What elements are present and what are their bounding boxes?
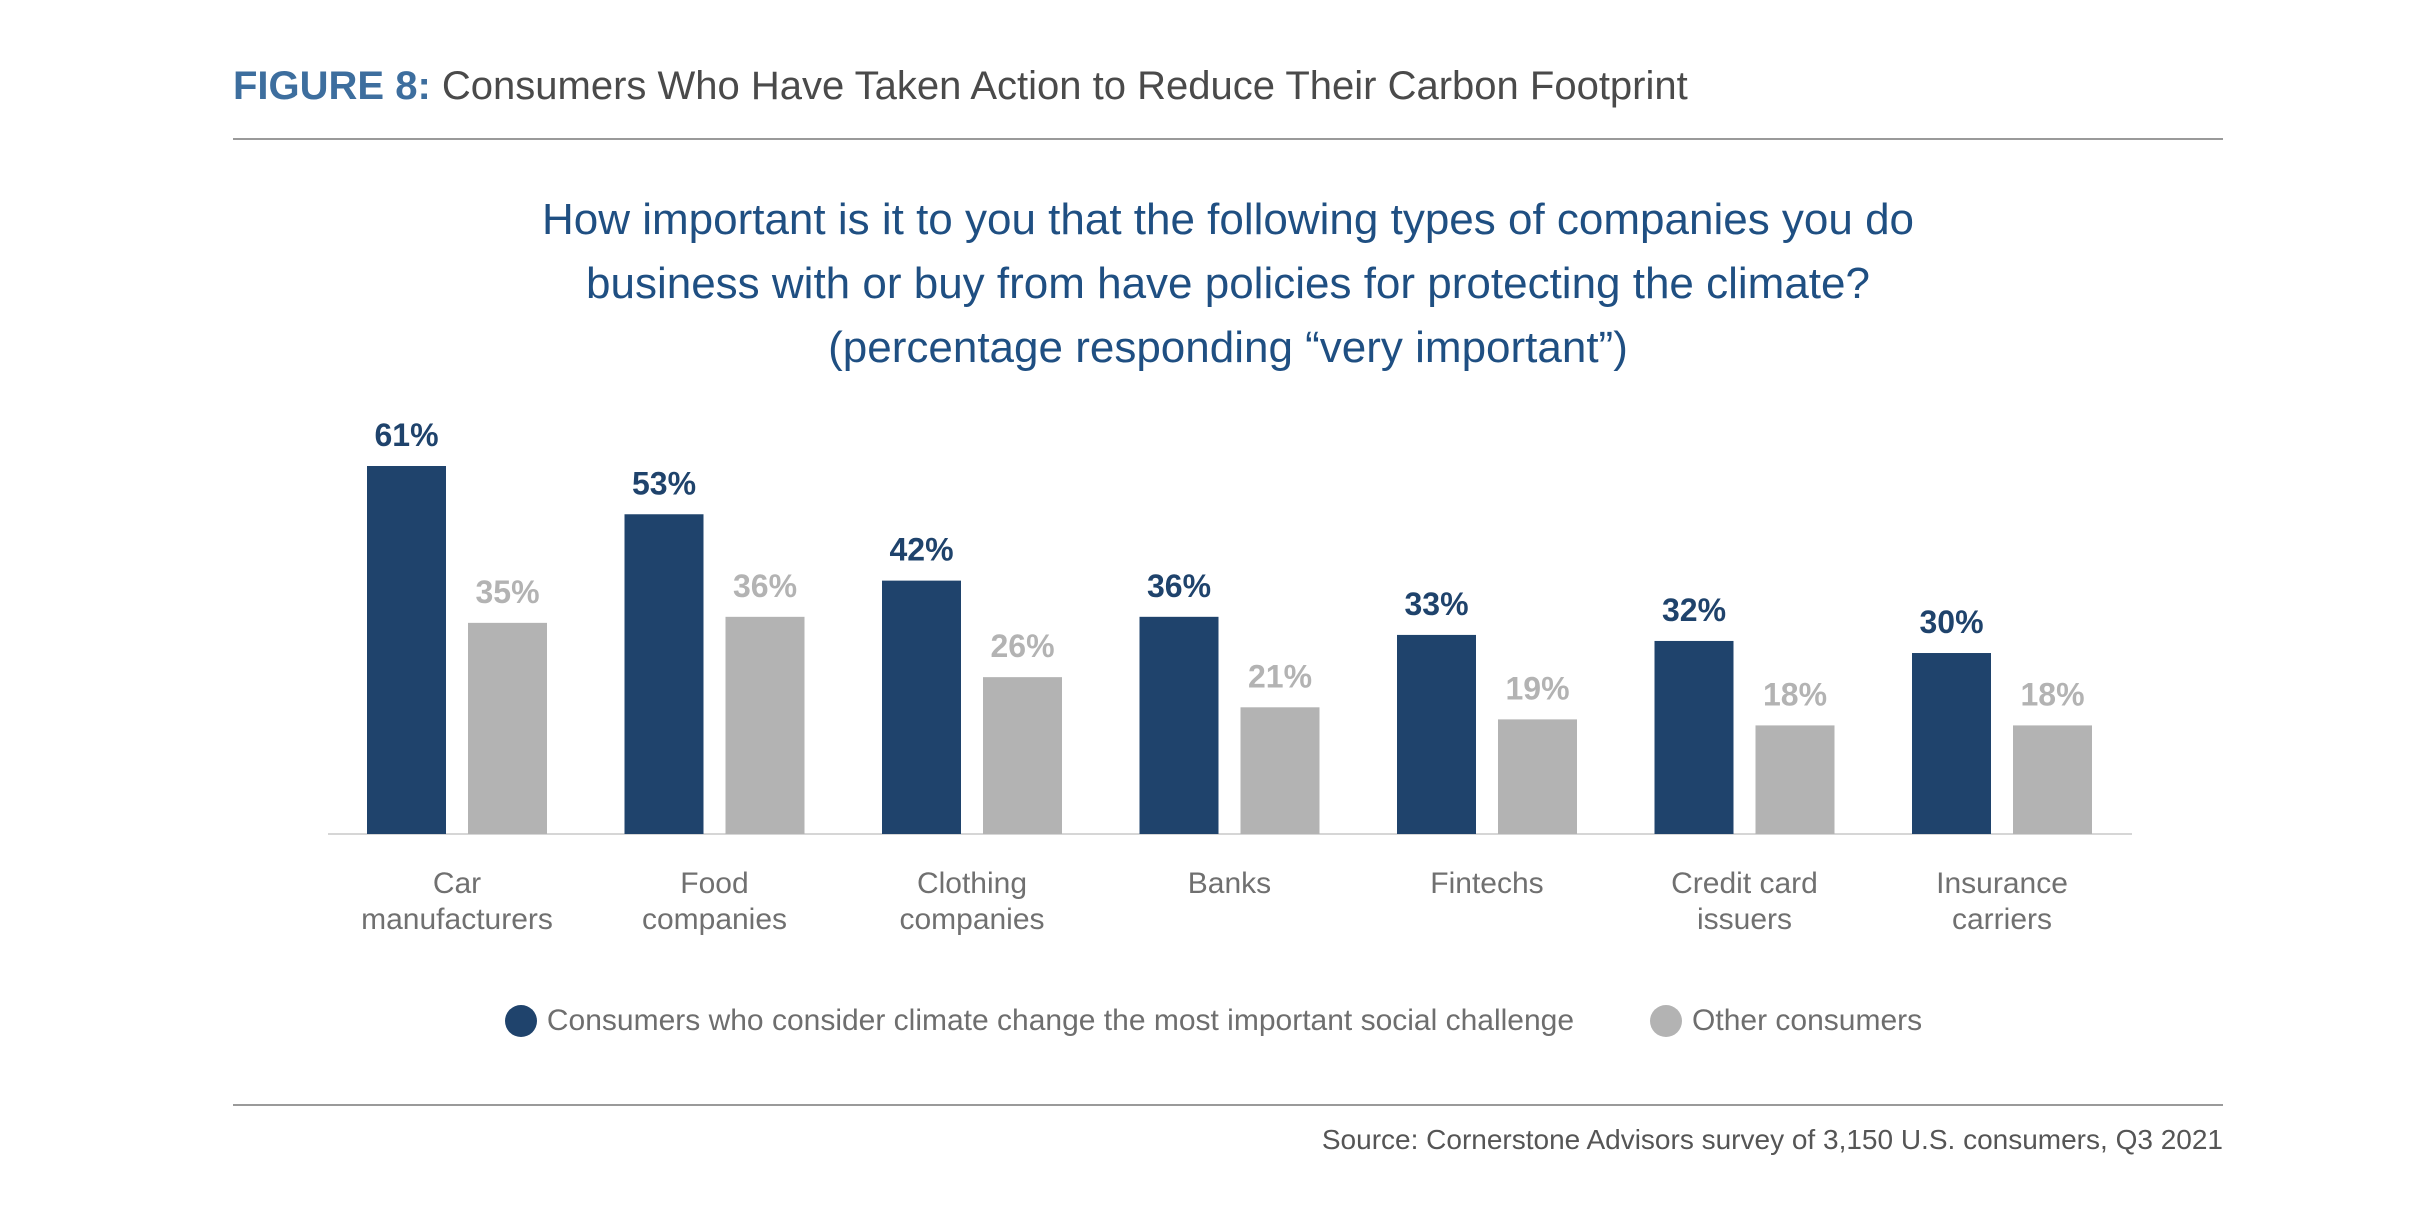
- category-label-3-line-2: companies: [899, 903, 1044, 936]
- data-label-series-1-cat-4: 36%: [1147, 568, 1211, 604]
- bar-series-2-cat-1: [468, 622, 547, 834]
- category-label-1-line-2: manufacturers: [361, 903, 553, 936]
- chart-legend: Consumers who consider climate change th…: [0, 1004, 2427, 1038]
- bar-series-2-cat-2: [725, 616, 805, 834]
- source-note: Source: Cornerstone Advisors survey of 3…: [1321, 1124, 2223, 1155]
- bar-series-1-cat-2: [624, 514, 704, 834]
- header-divider: [233, 138, 2223, 140]
- data-label-series-2-cat-7: 18%: [2020, 676, 2084, 712]
- legend-label-series-2: Other consumers: [1692, 1004, 1923, 1037]
- category-label-6-line-2: issuers: [1697, 903, 1792, 936]
- category-label-7-line-1: Insurance: [1936, 867, 2068, 900]
- category-label-1-line-1: Car: [433, 867, 481, 900]
- question-line-2: business with or buy from have policies …: [586, 259, 1870, 308]
- legend-swatch-series-2: [1650, 1005, 1683, 1037]
- bar-series-1-cat-4: [1139, 616, 1219, 834]
- data-label-series-2-cat-3: 26%: [990, 628, 1054, 664]
- bar-series-2-cat-4: [1240, 707, 1320, 834]
- data-label-series-2-cat-1: 35%: [475, 574, 539, 610]
- data-label-series-1-cat-7: 30%: [1919, 604, 1983, 640]
- chart-question: How important is it to you that the foll…: [233, 188, 2223, 380]
- category-label-5-line-1: Fintechs: [1430, 867, 1543, 900]
- category-label-4-line-1: Banks: [1188, 867, 1271, 900]
- category-label-2-line-2: companies: [642, 903, 787, 936]
- bar-series-2-cat-3: [983, 677, 1062, 834]
- footer-divider: [233, 1104, 2223, 1106]
- question-line-3: (percentage responding “very important”): [828, 323, 1628, 372]
- figure-header: FIGURE 8: Consumers Who Have Taken Actio…: [233, 64, 1688, 109]
- legend-swatch-series-1: [504, 1005, 537, 1037]
- question-line-1: How important is it to you that the foll…: [541, 195, 1915, 244]
- bar-series-1-cat-5: [1397, 634, 1476, 834]
- category-label-3-line-1: Clothing: [917, 867, 1027, 900]
- data-label-series-2-cat-2: 36%: [733, 568, 797, 604]
- bar-series-2-cat-5: [1498, 719, 1577, 834]
- bar-series-1-cat-3: [882, 580, 961, 834]
- data-label-series-1-cat-2: 53%: [632, 465, 696, 501]
- figure-label: FIGURE 8:: [233, 64, 431, 108]
- data-label-series-1-cat-1: 61%: [374, 417, 438, 453]
- legend-item-series-2: Other consumers: [1650, 1004, 1922, 1038]
- data-label-series-2-cat-5: 19%: [1505, 670, 1569, 706]
- category-label-7-line-2: carriers: [1952, 903, 2052, 936]
- bar-series-2-cat-6: [1755, 725, 1835, 834]
- data-label-series-2-cat-4: 21%: [1248, 658, 1312, 694]
- bar-series-1-cat-7: [1912, 653, 1991, 834]
- category-label-2-line-1: Food: [680, 867, 748, 900]
- bar-series-1-cat-1: [367, 466, 446, 834]
- data-label-series-1-cat-3: 42%: [889, 532, 953, 568]
- figure-title: Consumers Who Have Taken Action to Reduc…: [441, 64, 1688, 108]
- legend-item-series-1: Consumers who consider climate change th…: [504, 1004, 1575, 1038]
- bar-series-2-cat-7: [2013, 725, 2092, 834]
- legend-label-series-1: Consumers who consider climate change th…: [546, 1004, 1575, 1037]
- data-label-series-2-cat-6: 18%: [1763, 676, 1827, 712]
- bar-series-1-cat-6: [1654, 640, 1734, 834]
- bar-chart: 61%35%Carmanufacturers53%36%Foodcompanie…: [328, 417, 2132, 936]
- category-label-6-line-1: Credit card: [1671, 867, 1818, 900]
- data-label-series-1-cat-6: 32%: [1662, 592, 1726, 628]
- data-label-series-1-cat-5: 33%: [1404, 586, 1468, 622]
